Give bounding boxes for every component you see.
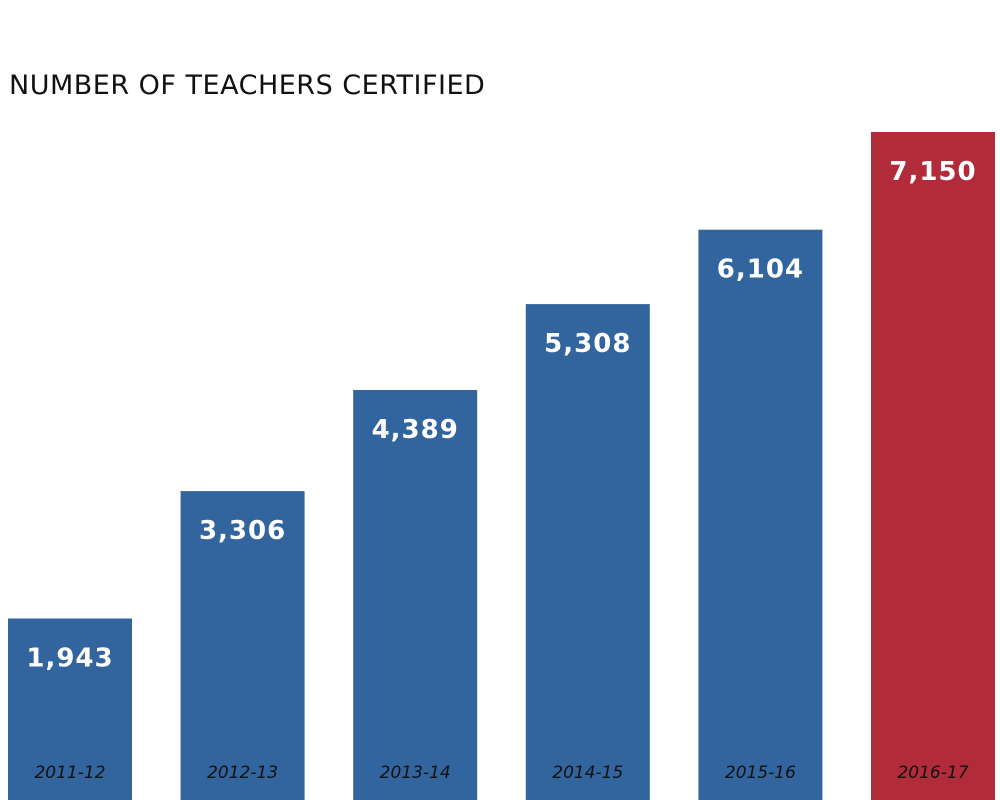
value-label-2016-17: 7,150 bbox=[889, 157, 976, 187]
bar-2015-16 bbox=[698, 229, 823, 800]
bar-2016-17 bbox=[871, 132, 995, 800]
bar-2011-12 bbox=[8, 618, 132, 800]
value-label-2011-12: 1,943 bbox=[26, 644, 113, 674]
value-labels-group: 1,943 3,306 4,389 5,308 6,104 7,150 bbox=[26, 157, 976, 674]
category-label-2015-16: 2015-16 bbox=[725, 763, 796, 783]
value-label-2015-16: 6,104 bbox=[717, 255, 804, 285]
category-label-2016-17: 2016-17 bbox=[897, 763, 968, 783]
category-label-2012-13: 2012-13 bbox=[207, 763, 278, 783]
bar-2014-15 bbox=[525, 304, 650, 800]
value-label-2014-15: 5,308 bbox=[544, 329, 631, 359]
category-labels-group: 2011-12 2012-13 2013-14 2014-15 2015-16 2016-… bbox=[34, 763, 968, 783]
bars-group bbox=[8, 132, 995, 800]
bar-2012-13 bbox=[180, 491, 305, 800]
bar-2013-14 bbox=[353, 390, 478, 800]
chart-title: NUMBER OF TEACHERS CERTIFIED bbox=[9, 70, 485, 101]
category-label-2014-15: 2014-15 bbox=[552, 763, 623, 783]
category-label-2011-12: 2011-12 bbox=[34, 763, 105, 783]
value-label-2012-13: 3,306 bbox=[199, 516, 286, 546]
value-label-2013-14: 4,389 bbox=[372, 415, 459, 445]
category-label-2013-14: 2013-14 bbox=[380, 763, 451, 783]
